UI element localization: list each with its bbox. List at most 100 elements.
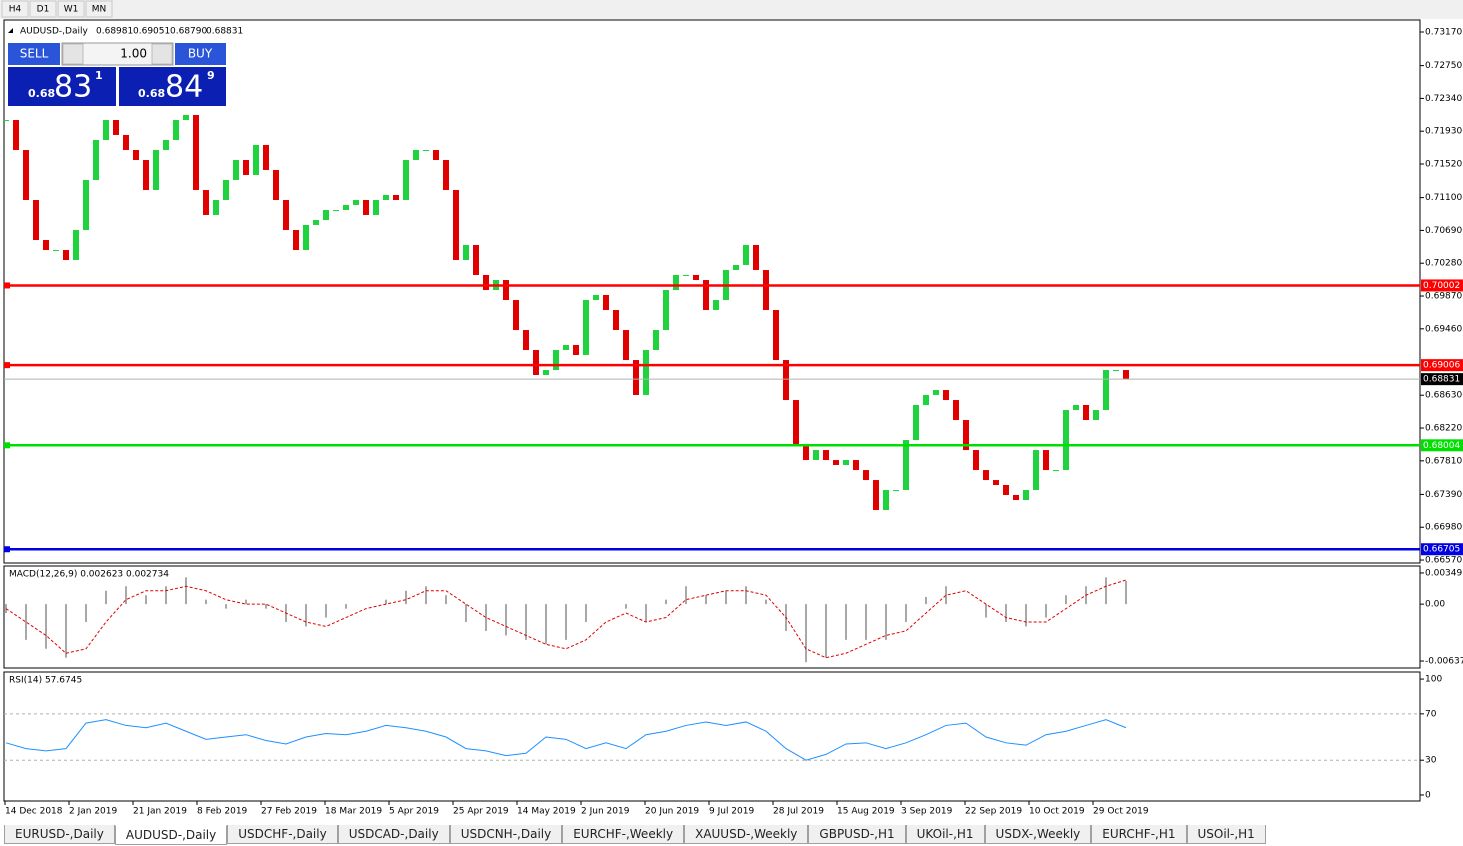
macd-bar (905, 604, 907, 623)
candle (343, 204, 349, 211)
candle (503, 280, 509, 301)
chart-tab[interactable]: EURCHF-,Weekly (562, 825, 685, 844)
chart-tab[interactable]: USDCAD-,Daily (337, 825, 450, 844)
lot-down[interactable] (62, 43, 84, 65)
ask-box[interactable] (119, 67, 226, 106)
candle (463, 244, 469, 261)
bid-box[interactable] (8, 67, 116, 106)
timeframe-button[interactable] (85, 0, 113, 18)
macd-bar (105, 590, 107, 605)
macd-bar (145, 595, 147, 605)
macd-bar (985, 604, 987, 618)
chart-tab[interactable]: UKOil-,H1 (905, 825, 985, 844)
candle (1103, 370, 1109, 411)
candle (1093, 410, 1099, 421)
chart-tab[interactable]: AUDUSD-,Daily (114, 825, 228, 845)
collapse-icon[interactable] (8, 28, 13, 33)
y-tick-label: 0.70280 (1425, 259, 1462, 269)
candle (1023, 490, 1029, 501)
level-label: 0.69006 (1423, 361, 1460, 371)
y-tick-label: 0.73170 (1425, 28, 1462, 38)
candle (833, 460, 839, 465)
candle (173, 120, 179, 141)
macd-bar (505, 604, 507, 636)
macd-bar (245, 599, 247, 605)
rsi-panel (3, 671, 1421, 802)
macd-bar (685, 586, 687, 605)
macd-bar (565, 604, 567, 640)
candle (353, 200, 359, 205)
chart-tab[interactable]: XAUUSD-,Weekly (684, 825, 809, 844)
timeframe-button[interactable] (1, 0, 29, 18)
sell-text: SELL (20, 47, 49, 61)
macd-bar (165, 586, 167, 605)
candle (1113, 370, 1119, 372)
macd-bar (1105, 577, 1107, 605)
candle (563, 344, 569, 351)
chart-window: AUDUSD-,Daily 0.68981 0.69051 0.68790 0.… (0, 0, 1463, 817)
candle (623, 330, 629, 361)
candle (913, 404, 919, 441)
candle (673, 274, 679, 291)
macd-bar (225, 604, 227, 609)
macd-bar (185, 577, 187, 605)
candle (703, 280, 709, 311)
candle (203, 190, 209, 215)
candle (183, 114, 189, 121)
lot-up[interactable] (151, 43, 173, 65)
timeframe-button[interactable] (57, 0, 85, 18)
chart-tab[interactable]: USDX-,Weekly (984, 825, 1092, 844)
macd-bar (665, 599, 667, 605)
chart-tab[interactable]: USDCNH-,Daily (449, 825, 563, 844)
candle (223, 180, 229, 201)
y-tick-label: 0.72750 (1425, 61, 1462, 71)
x-tick-label: 20 Jun 2019 (645, 807, 699, 817)
level-handle[interactable] (4, 442, 10, 449)
candle (883, 490, 889, 511)
chart-tab[interactable]: USDCHF-,Daily (227, 825, 338, 844)
bid-prefix: 0.68 (28, 87, 55, 100)
candle (263, 144, 269, 171)
chart-tab[interactable]: EURCHF-,H1 (1091, 825, 1187, 844)
x-tick-label: 8 Feb 2019 (197, 807, 248, 817)
candle (1123, 370, 1129, 380)
candle (23, 150, 29, 201)
bid-big: 83 (54, 70, 92, 105)
sell-button[interactable] (8, 43, 60, 65)
candle (143, 160, 149, 191)
candle (1083, 404, 1089, 421)
candle (153, 150, 159, 191)
macd-bar (405, 590, 407, 605)
level-handle[interactable] (4, 282, 10, 289)
level-tag (1421, 359, 1463, 372)
macd-bar (1045, 604, 1047, 618)
macd-bar (445, 595, 447, 605)
candle (1003, 484, 1009, 495)
candle (213, 200, 219, 215)
ohlc-low: 0.68790 (170, 27, 207, 37)
chart-tab[interactable]: EURUSD-,Daily (4, 825, 115, 844)
macd-bar (1065, 595, 1067, 605)
buy-button[interactable] (175, 43, 226, 65)
y-tick-label: 0.72340 (1425, 94, 1462, 104)
chart-tab[interactable]: USOil-,H1 (1186, 825, 1266, 844)
level-handle[interactable] (4, 546, 10, 553)
candle (553, 350, 559, 371)
macd-bar (325, 604, 327, 618)
macd-bar (705, 595, 707, 605)
level-handle[interactable] (4, 362, 10, 369)
y-tick-label: 0.68220 (1425, 424, 1462, 434)
candle (333, 210, 339, 212)
macd-bar (885, 604, 887, 640)
chart-tab[interactable]: GBPUSD-,H1 (808, 825, 906, 844)
level-tag (1421, 439, 1463, 452)
macd-bar (1005, 604, 1007, 623)
timeframe-button[interactable] (29, 0, 57, 18)
timeframe-label: D1 (37, 5, 50, 15)
macd-bar (525, 604, 527, 640)
rsi-label: RSI(14) 57.6745 (9, 676, 82, 686)
candle (893, 490, 899, 492)
candle (793, 400, 799, 445)
lot-input[interactable] (61, 42, 174, 66)
current-price-label: 0.68831 (1423, 375, 1460, 385)
